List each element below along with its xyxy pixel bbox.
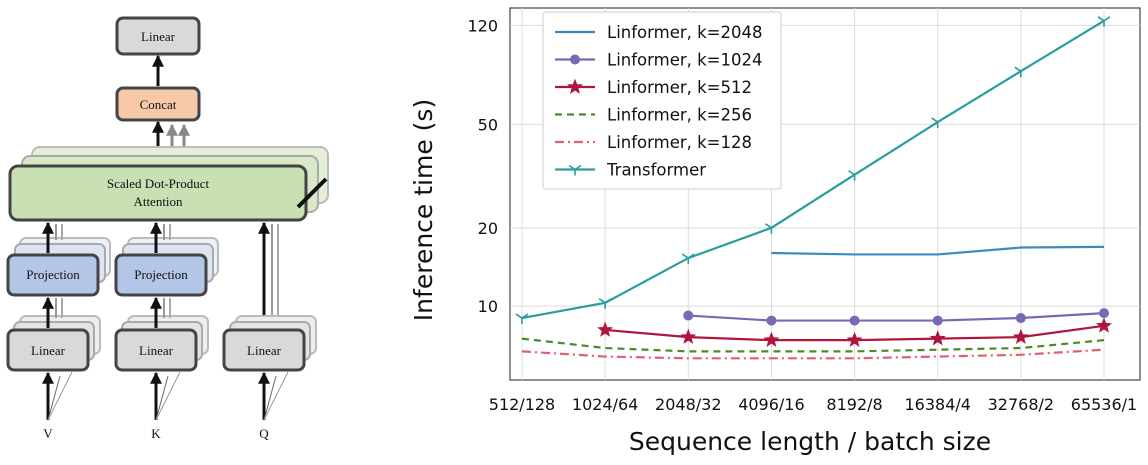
data-point	[1014, 66, 1028, 78]
legend-item: Linformer, k=2048	[555, 23, 763, 42]
multi-head-attention-diagram: Linear Concat Scaled Dot-Product Attenti…	[6, 16, 329, 441]
series-lines	[515, 16, 1113, 360]
projection-left-stack: Projection	[6, 237, 111, 297]
legend-label: Linformer, k=256	[607, 106, 752, 125]
data-point	[680, 328, 697, 344]
concat-label: Concat	[140, 97, 177, 112]
legend-label: Transformer	[606, 161, 706, 180]
legend-label: Linformer, k=1024	[607, 51, 763, 70]
data-point	[1095, 317, 1113, 333]
series-line	[521, 337, 1105, 353]
series-line	[688, 312, 1105, 322]
input-k-label: K	[151, 426, 161, 441]
data-point	[598, 298, 612, 309]
data-point	[929, 330, 946, 346]
data-point	[683, 310, 694, 321]
inference-time-chart: 512/128 1024/64 2048/32 4096/16 8192/8 16384/…	[409, 7, 1141, 456]
linear-output-box: Linear	[115, 16, 201, 56]
x-tick-label: 8192/8	[826, 395, 882, 414]
legend-label: Linformer, k=2048	[607, 23, 763, 42]
y-tick-label: 20	[478, 219, 498, 238]
x-tick-label: 32768/2	[988, 395, 1054, 414]
input-q-label: Q	[259, 426, 269, 441]
data-point	[764, 223, 778, 234]
y-axis-label: Inference time (s)	[409, 99, 438, 321]
attention-stack: Scaled Dot-Product Attention	[8, 146, 329, 222]
x-tick-label: 2048/32	[655, 395, 721, 414]
legend-label: Linformer, k=128	[607, 133, 752, 152]
data-point	[515, 313, 529, 325]
projection-left-label: Projection	[26, 267, 80, 282]
legend-item: Transformer	[555, 161, 706, 180]
data-point	[766, 315, 777, 326]
data-point	[566, 78, 584, 94]
data-point	[931, 117, 945, 129]
series-line	[521, 19, 1105, 320]
x-tick-label: 65536/1	[1071, 395, 1137, 414]
data-point	[1099, 308, 1109, 319]
y-tick-label: 10	[478, 297, 498, 316]
linear-q-stack: Linear	[222, 315, 317, 372]
y-tick-label: 50	[478, 115, 498, 134]
projection-right-label: Projection	[134, 267, 188, 282]
slash-mark	[296, 177, 328, 209]
attention-label-line2: Attention	[133, 194, 183, 209]
data-point	[681, 253, 695, 265]
linear-q-label: Linear	[247, 343, 282, 358]
x-tick-label: 1024/64	[572, 395, 638, 414]
concat-box: Concat	[115, 86, 201, 122]
linear-v-stack: Linear	[6, 315, 101, 372]
legend-item: Linformer, k=128	[555, 133, 752, 152]
series-line	[521, 348, 1105, 360]
input-v-label: V	[43, 426, 53, 441]
data-point	[763, 331, 780, 347]
legend: Linformer, k=2048 Linformer, k=1024 Linfor…	[542, 11, 782, 190]
data-point	[570, 54, 580, 65]
linear-output-label: Linear	[141, 29, 176, 44]
data-point	[846, 331, 863, 347]
x-tick-label: 4096/16	[738, 395, 804, 414]
legend-frame	[542, 11, 782, 190]
y-tick-label: 120	[467, 16, 498, 35]
x-tick-label: 16384/4	[904, 395, 970, 414]
legend-label: Linformer, k=512	[607, 78, 752, 97]
data-point	[568, 164, 582, 176]
x-tick-label: 512/128	[489, 395, 555, 414]
attention-label-line1: Scaled Dot-Product	[107, 176, 210, 191]
legend-item: Linformer, k=256	[555, 106, 752, 125]
linear-v-label: Linear	[31, 343, 66, 358]
data-point	[597, 321, 614, 337]
legend-item: Linformer, k=512	[555, 78, 752, 97]
projection-right-stack: Projection	[114, 237, 219, 297]
data-point	[848, 170, 862, 181]
data-point	[1012, 328, 1029, 344]
x-axis-label: Sequence length / batch size	[629, 427, 991, 456]
linear-k-stack: Linear	[114, 315, 209, 372]
axis-ticks: 512/128 1024/64 2048/32 4096/16 8192/8 16384/…	[467, 16, 1137, 414]
series-line	[771, 245, 1105, 256]
linear-k-label: Linear	[139, 343, 174, 358]
data-point	[1015, 313, 1026, 324]
data-point	[849, 315, 860, 326]
legend-item: Linformer, k=1024	[555, 51, 763, 70]
data-point	[932, 315, 943, 326]
data-point	[1097, 16, 1111, 27]
